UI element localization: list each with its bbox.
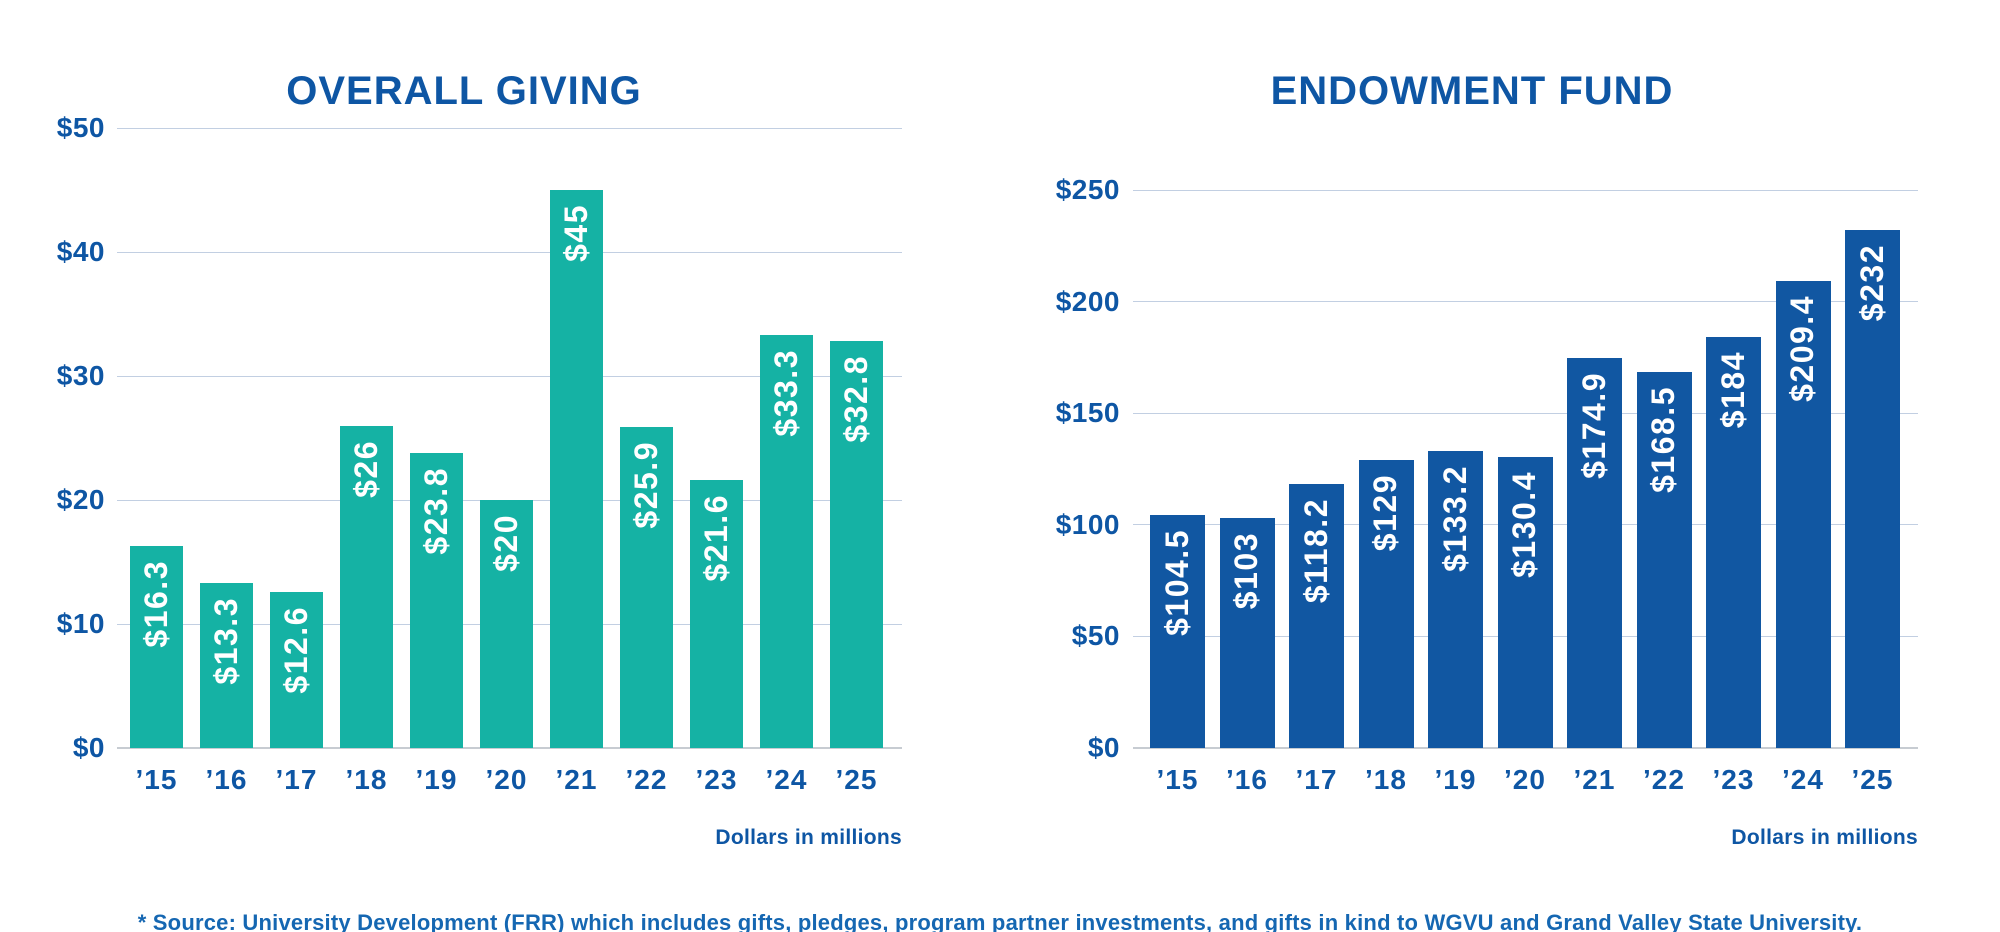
bar-value-label: $130.4 (1506, 470, 1543, 578)
x-tick-label: ’19 (1434, 764, 1477, 795)
bar-value-label: $23.8 (417, 466, 454, 555)
bar-fy22: $168.5 (1636, 371, 1692, 748)
gridline (117, 375, 902, 377)
bar-fy25: $32.8 (830, 341, 883, 748)
x-tick-label: ’15 (135, 764, 178, 795)
x-tick-label: ’25 (1851, 764, 1894, 795)
x-tick-label: ’24 (765, 764, 808, 795)
endowment-fund-plot-area: $0 $50 $100 $150 $200 $250 $104.5 ’15 $103 ’16 $11… (1056, 174, 1918, 795)
x-tick-label: ’24 (1782, 764, 1824, 795)
y-tick-label: $30 (56, 360, 105, 391)
x-tick-label: ’16 (205, 764, 248, 795)
y-tick-label: $150 (1055, 397, 1120, 429)
bar-value-label: $168.5 (1645, 385, 1682, 493)
bar-fy16: $13.3 (200, 583, 253, 748)
bar-fy23: $21.6 (690, 480, 743, 748)
endowment-fund-units-note: Dollars in millions (1731, 826, 1918, 849)
bar-value-label: $129 (1367, 474, 1404, 552)
x-tick-label: ’20 (485, 764, 528, 795)
y-tick-label: $0 (72, 732, 105, 763)
bar-fy22: $25.9 (620, 426, 673, 748)
bar-value-label: $45 (557, 204, 594, 262)
gridline (1133, 412, 1918, 414)
bar-fy19: $23.8 (410, 452, 463, 748)
bar-fy25: $232 (1845, 230, 1900, 748)
bar-fy17: $12.6 (270, 591, 323, 748)
x-tick-label: ’19 (415, 764, 458, 795)
x-axis-baseline (117, 747, 902, 749)
bar-value-label: $16.3 (137, 559, 174, 648)
y-tick-label: $50 (1071, 620, 1120, 652)
bar-value-label: $26 (347, 439, 384, 498)
bar-fy19: $133.2 (1428, 450, 1483, 748)
bar-fy24: $33.3 (760, 335, 813, 748)
x-tick-label: ’21 (555, 764, 598, 795)
gridline (117, 127, 902, 129)
bar-fy16: $103 (1219, 518, 1275, 748)
bar-value-label: $184 (1714, 351, 1751, 429)
bar-fy20: $20 (480, 500, 533, 748)
endowment-fund-chart-title: ENDOWMENT FUND (1270, 69, 1674, 114)
x-tick-label: ’18 (345, 764, 388, 795)
bar-value-label: $209.4 (1784, 294, 1821, 402)
bar-value-label: $25.9 (627, 440, 664, 529)
y-tick-label: $0 (1087, 732, 1120, 763)
x-tick-label: ’25 (835, 764, 878, 795)
gridline (117, 251, 902, 253)
x-tick-label: ’17 (275, 764, 318, 795)
bar-value-label: $133.2 (1436, 464, 1473, 572)
x-tick-label: ’16 (1226, 764, 1268, 795)
bar-value-label: $21.6 (697, 494, 734, 582)
y-tick-label: $20 (56, 484, 105, 515)
x-tick-label: ’21 (1573, 764, 1616, 795)
y-tick-label: $250 (1055, 174, 1120, 205)
x-tick-label: ’20 (1504, 764, 1546, 795)
bar-value-label: $232 (1853, 244, 1890, 322)
y-tick-label: $100 (1055, 508, 1120, 540)
overall-giving-plot-area: $0 $10 $20 $30 $40 $50 $16.3 ’15 $13.3 ’16 $12.6 ’1… (57, 112, 902, 795)
bar-fy18: $129 (1358, 460, 1414, 748)
overall-giving-chart-title: OVERALL GIVING (286, 69, 642, 114)
overall-giving-units-note: Dollars in millions (715, 826, 902, 849)
bar-value-label: $118.2 (1297, 498, 1334, 604)
bar-value-label: $174.9 (1575, 371, 1612, 479)
x-tick-label: ’18 (1365, 764, 1407, 795)
bar-value-label: $12.6 (277, 605, 314, 694)
bar-fy24: $209.4 (1775, 280, 1831, 748)
x-axis-baseline (1133, 747, 1918, 749)
bar-value-label: $32.8 (837, 355, 874, 443)
bar-fy23: $184 (1706, 337, 1761, 748)
y-tick-label: $40 (56, 236, 105, 267)
bar-value-label: $33.3 (767, 349, 804, 437)
x-tick-label: ’23 (1712, 764, 1755, 795)
gridline (1133, 301, 1918, 303)
bar-fy21: $45 (550, 190, 603, 748)
source-note: * Source: University Development (FRR) w… (137, 910, 1863, 932)
x-tick-label: ’23 (695, 764, 738, 795)
bar-value-label: $20 (487, 514, 524, 572)
x-tick-label: ’15 (1156, 764, 1199, 795)
bar-fy18: $26 (340, 425, 393, 748)
bar-value-label: $103 (1228, 532, 1265, 610)
y-tick-label: $10 (56, 608, 105, 639)
y-tick-label: $50 (56, 112, 105, 143)
bar-fy21: $174.9 (1567, 357, 1622, 748)
x-tick-label: ’22 (625, 764, 668, 795)
bar-fy15: $16.3 (130, 545, 183, 748)
bar-value-label: $13.3 (207, 597, 244, 685)
gridline (1133, 189, 1918, 191)
bar-fy20: $130.4 (1497, 456, 1553, 748)
y-tick-label: $200 (1055, 285, 1120, 317)
x-tick-label: ’17 (1295, 764, 1338, 795)
x-tick-label: ’22 (1643, 764, 1685, 795)
bar-value-label: $104.5 (1158, 528, 1195, 636)
bar-fy17: $118.2 (1289, 484, 1344, 748)
bar-fy15: $104.5 (1150, 514, 1205, 748)
